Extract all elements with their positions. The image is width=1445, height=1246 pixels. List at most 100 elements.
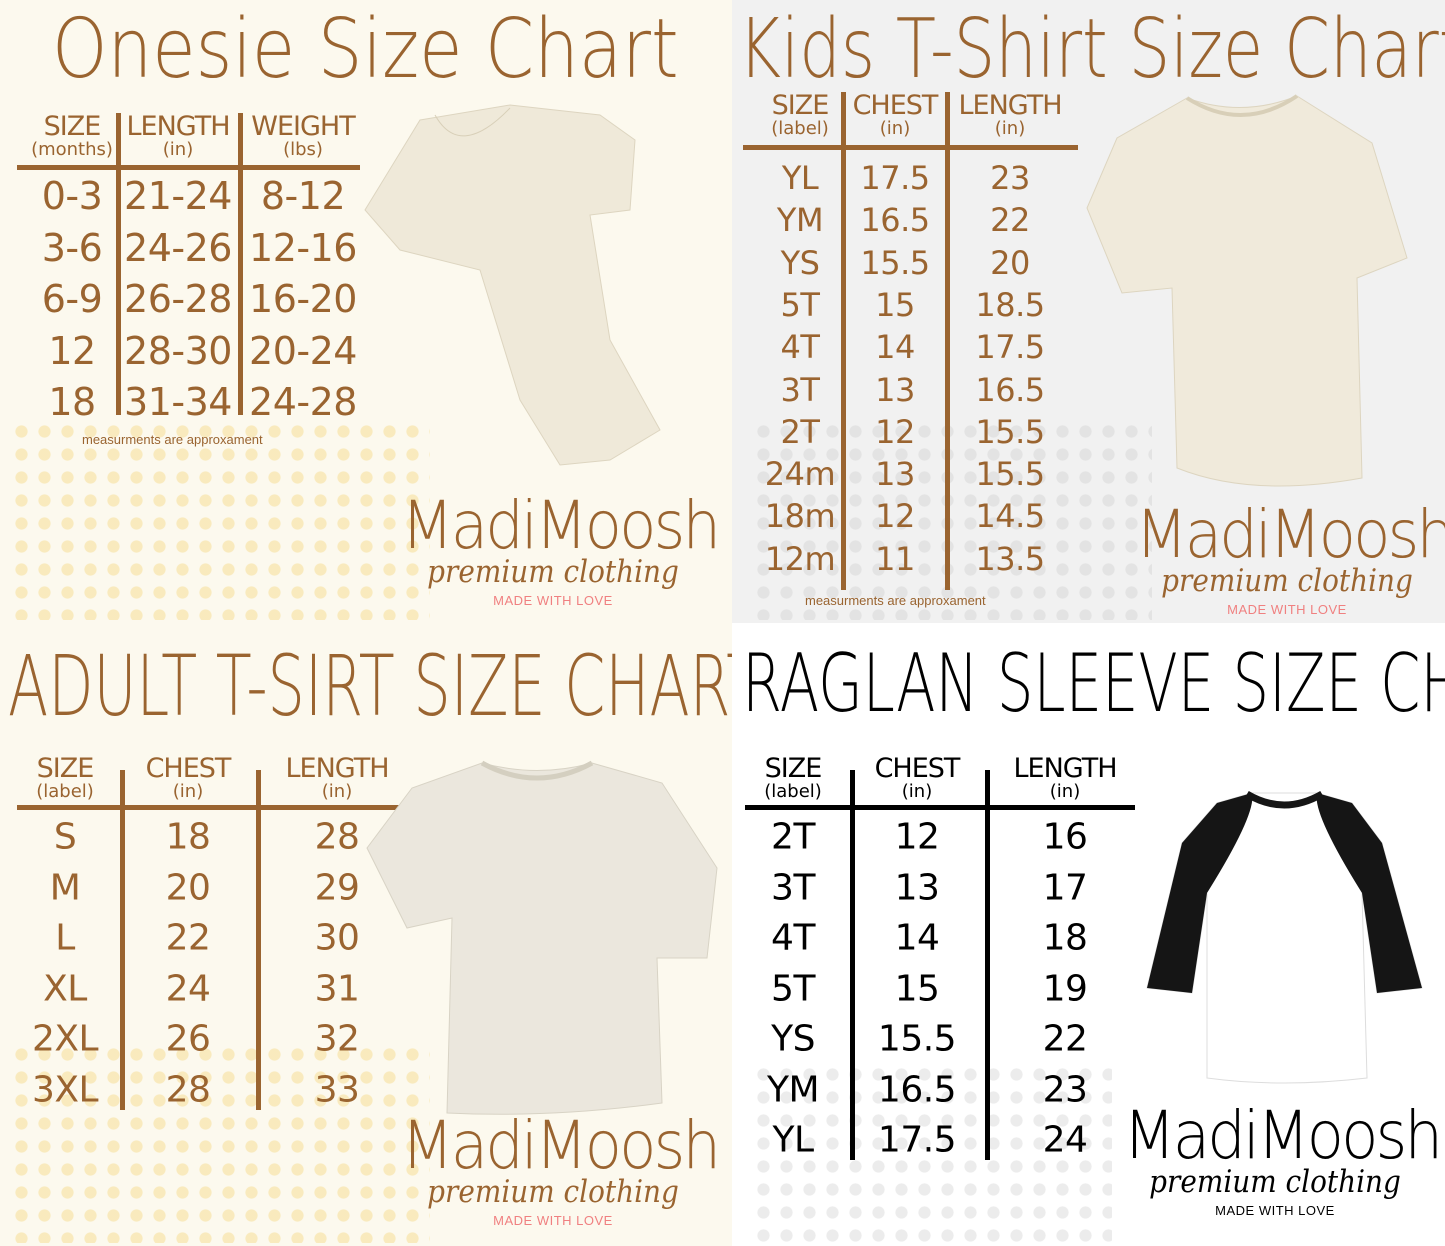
cell-size: 4T — [771, 917, 815, 959]
cell-chest-or-length: 15 — [875, 285, 915, 324]
column-header: SIZE (label) — [36, 755, 94, 801]
cell-length-or-weight: 32 — [314, 1018, 360, 1060]
cell-chest-or-length: 12 — [875, 497, 915, 536]
cell-chest-or-length: 15.5 — [860, 243, 930, 282]
cell-chest-or-length: 17.5 — [860, 159, 930, 197]
column-unit: (label) — [36, 781, 94, 802]
cell-length-or-weight: 16.5 — [975, 370, 1045, 409]
cell-size: 24m — [764, 455, 836, 494]
cell-length-or-weight: 22 — [990, 201, 1030, 240]
column-header: LENGTH (in) — [1013, 753, 1117, 802]
cell-length-or-weight: 13.5 — [975, 539, 1045, 578]
cell-size: 3T — [780, 370, 820, 409]
header-divider — [17, 165, 360, 170]
cell-chest-or-length: 17.5 — [877, 1119, 957, 1161]
cell-chest-or-length: 15 — [894, 968, 940, 1009]
cell-size: L — [55, 917, 75, 959]
cell-size: 5T — [780, 285, 820, 324]
cell-chest-or-length: 21-24 — [124, 174, 232, 218]
cell-size: 12m — [764, 539, 836, 578]
cell-size: 2T — [771, 816, 815, 858]
column-divider — [984, 770, 990, 1160]
cell-chest-or-length: 18 — [165, 816, 211, 858]
cell-size: YL — [772, 1119, 814, 1161]
column-label: CHEST — [874, 753, 961, 784]
cell-length-or-weight: 20 — [990, 243, 1030, 282]
column-header: SIZE (label) — [771, 92, 829, 138]
column-unit: (in) — [172, 781, 204, 802]
brand-logo: MadiMoosh premium clothing MADE WITH LOV… — [388, 487, 721, 609]
cell-length-or-weight: 12-16 — [249, 225, 357, 270]
chart-title: ADULT T-SIRT SIZE CHART — [8, 637, 732, 735]
column-label: LENGTH — [958, 90, 1062, 121]
column-unit: (label) — [771, 118, 829, 139]
cell-length-or-weight: 16-20 — [249, 277, 357, 321]
cell-chest-or-length: 24-26 — [124, 225, 232, 270]
cell-size: S — [53, 816, 77, 858]
cell-size: 4T — [780, 328, 820, 367]
column-unit: (in) — [321, 781, 353, 802]
cell-length-or-weight: 16 — [1042, 816, 1088, 858]
cell-length-or-weight: 23 — [1042, 1069, 1088, 1110]
cell-size: YS — [780, 243, 820, 282]
column-header: CHEST (in) — [852, 90, 939, 139]
column-label: LENGTH — [1013, 753, 1117, 784]
onesie-image — [364, 104, 661, 466]
cell-chest-or-length: 22 — [165, 917, 211, 959]
column-unit: (in) — [1049, 781, 1081, 802]
column-label: CHEST — [145, 753, 232, 784]
cell-chest-or-length: 31-34 — [124, 380, 232, 424]
brand-name: MadiMoosh — [401, 487, 721, 564]
cell-size: 3XL — [31, 1069, 99, 1110]
cell-length-or-weight: 18.5 — [975, 285, 1045, 324]
column-header: SIZE (label) — [764, 755, 822, 801]
cell-chest-or-length: 12 — [894, 816, 940, 858]
cell-chest-or-length: 15.5 — [877, 1018, 957, 1060]
cell-size: 12 — [48, 328, 96, 373]
brand-motto: MADE WITH LOVE — [1227, 602, 1347, 617]
cell-length-or-weight: 24 — [1042, 1119, 1088, 1161]
cell-chest-or-length: 14 — [875, 328, 915, 367]
column-label: WEIGHT — [251, 111, 355, 142]
raglan-shirt-image — [1146, 790, 1423, 1084]
cell-chest-or-length: 12 — [875, 412, 915, 451]
column-divider — [237, 113, 243, 415]
cell-length-or-weight: 19 — [1042, 968, 1088, 1009]
cell-length-or-weight: 24-28 — [249, 380, 357, 424]
raglan-sleeve-size-chart-panel: RAGLAN SLEEVE SIZE CHART SIZE(label) CHES… — [732, 623, 1445, 1246]
cell-size: 3T — [771, 867, 815, 908]
cell-size: 2XL — [31, 1018, 99, 1060]
cell-size: 6-9 — [41, 277, 103, 321]
column-unit: (in) — [901, 781, 933, 802]
brand-tagline: premium clothing — [427, 554, 679, 590]
cell-chest-or-length: 14 — [894, 917, 940, 959]
cell-size: YM — [766, 1069, 820, 1110]
column-unit: (in) — [879, 118, 911, 139]
column-unit: (lbs) — [283, 139, 323, 160]
column-label: CHEST — [852, 90, 939, 121]
measurement-note: measurments are approxament — [805, 593, 986, 608]
cell-chest-or-length: 13 — [875, 455, 915, 494]
cell-chest-or-length: 26 — [165, 1018, 211, 1060]
brand-name: MadiMoosh — [1135, 496, 1445, 573]
column-divider — [944, 92, 950, 590]
cell-size: M — [49, 867, 81, 908]
column-label: SIZE — [764, 753, 823, 784]
cell-size: XL — [43, 968, 87, 1009]
dot-pattern — [752, 1063, 1112, 1243]
column-header: LENGTH (in) — [958, 90, 1062, 138]
cell-size: 3-6 — [41, 225, 103, 270]
brand-motto: MADE WITH LOVE — [493, 593, 613, 608]
cell-length-or-weight: 17.5 — [975, 328, 1045, 367]
cell-chest-or-length: 13 — [894, 867, 940, 908]
cell-size: YS — [771, 1018, 815, 1060]
brand-name: MadiMoosh — [1123, 1097, 1443, 1174]
cell-chest-or-length: 11 — [875, 539, 915, 578]
dot-pattern — [752, 420, 1152, 620]
cell-size: 5T — [771, 968, 815, 1009]
cell-length-or-weight: 17 — [1042, 867, 1088, 908]
cell-length-or-weight: 22 — [1042, 1018, 1088, 1060]
cell-length-or-weight: 30 — [314, 917, 360, 959]
column-header: WEIGHT (lbs) — [251, 111, 355, 160]
brand-tagline: premium clothing — [427, 1174, 679, 1210]
